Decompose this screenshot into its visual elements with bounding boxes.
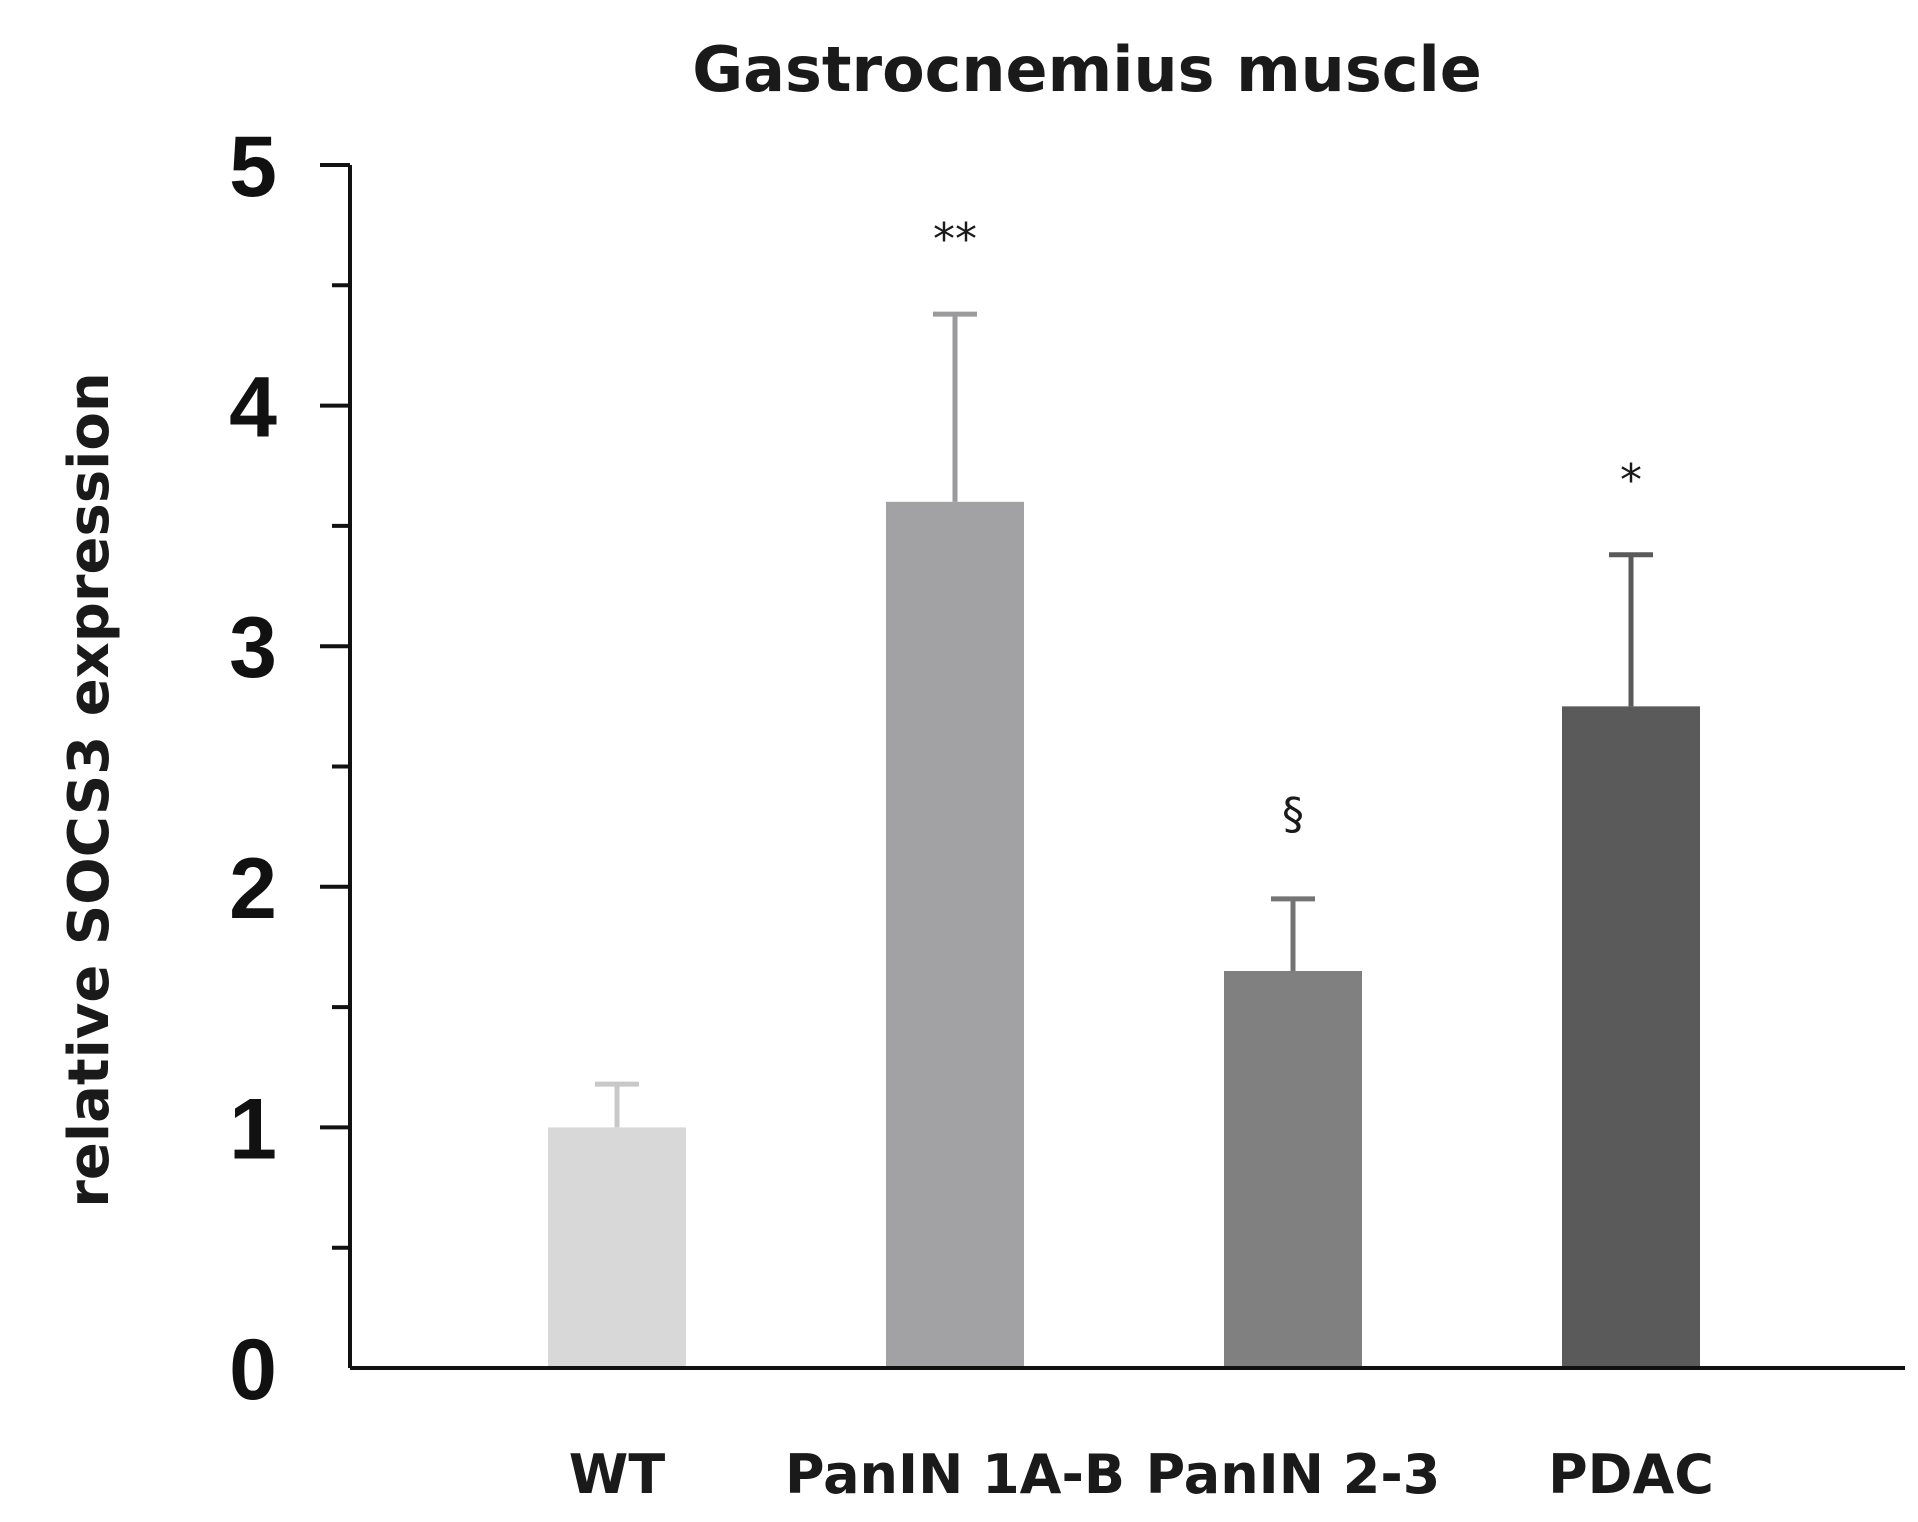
chart-title: Gastrocnemius muscle: [692, 33, 1482, 106]
significance-annotation: *: [1620, 455, 1642, 506]
y-axis: 0 1 2 3 4 5: [229, 119, 352, 1418]
significance-annotation: **: [933, 214, 977, 265]
y-tick-label: 1: [229, 1081, 277, 1177]
y-tick-label: 2: [229, 841, 277, 937]
y-tick-label: 4: [229, 360, 277, 456]
y-tick-label: 5: [229, 119, 277, 215]
bar: [1562, 706, 1700, 1368]
y-tick-label: 0: [229, 1322, 277, 1418]
x-tick-label: WT: [569, 1443, 666, 1506]
x-axis: WT PanIN 1A-B PanIN 2-3 PDAC: [350, 1366, 1905, 1506]
x-tick-label: PDAC: [1548, 1443, 1714, 1506]
y-axis-label: relative SOCS3 expression: [57, 372, 122, 1207]
bars: ** § *: [548, 214, 1700, 1369]
bar: [886, 501, 1024, 1369]
x-tick-label: PanIN 2-3: [1146, 1443, 1441, 1506]
bar: [548, 1127, 686, 1368]
bar: [1224, 971, 1362, 1368]
x-tick-label: PanIN 1A-B: [785, 1443, 1125, 1506]
significance-annotation: §: [1282, 789, 1304, 840]
y-tick-label: 3: [229, 600, 277, 696]
